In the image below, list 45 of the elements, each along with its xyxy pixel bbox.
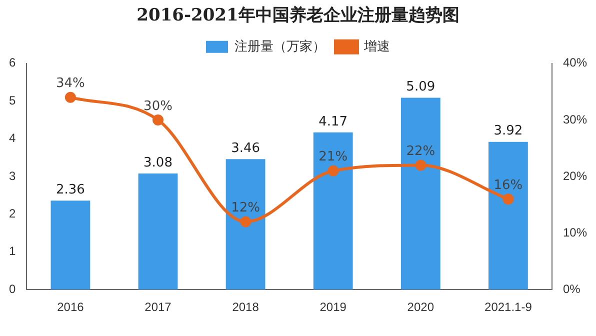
data-label: 2.36 [56,182,85,198]
y2-tick-label: 20% [562,168,588,183]
y2-tick-label: 30% [562,112,588,126]
point [64,92,76,103]
point [502,194,514,205]
bar [400,98,440,290]
bar [50,200,90,290]
bar [488,142,528,290]
data-label: 16% [494,178,523,193]
x-tick-label: 2020 [407,300,434,314]
x-tick-label: 2018 [232,300,260,314]
legend-label: 注册量（万家） [234,38,326,54]
x-tick-label: 2016 [57,300,84,314]
point [152,114,164,126]
y-tick-label: 2 [8,206,16,221]
y2-tick-label: 10% [562,225,588,240]
y-tick-label: 4 [8,131,16,146]
bar [226,159,266,290]
data-label: 3.08 [144,155,172,170]
y-tick-label: 5 [8,93,16,108]
y-tick-label: 0 [8,282,16,296]
legend-label: 增速 [363,38,390,54]
chart-title: 2016-2021年中国养老企业注册量趋势图 [136,6,460,26]
y-tick-label: 6 [8,56,16,70]
x-tick-label: 2017 [144,300,172,314]
data-label: 21% [318,150,348,165]
bar [313,132,353,290]
x-tick-label: 2021.1-9 [484,300,532,314]
data-label: 12% [231,200,260,216]
data-label: 4.17 [318,114,348,130]
y2-tick-label: 0% [562,282,581,296]
data-label: 5.09 [406,80,436,95]
data-label: 30% [144,98,172,114]
y-tick-label: 1 [8,244,16,258]
point [328,165,339,176]
data-label: 22% [406,144,436,160]
point [240,216,252,228]
data-label: 3.92 [494,124,523,139]
point [415,160,426,171]
data-label: 34% [56,76,85,92]
y2-tick-label: 40% [562,56,588,70]
x-tick-label: 2019 [320,300,347,314]
y-tick-label: 3 [8,168,16,183]
data-label: 3.46 [231,141,260,156]
bar [138,173,178,290]
